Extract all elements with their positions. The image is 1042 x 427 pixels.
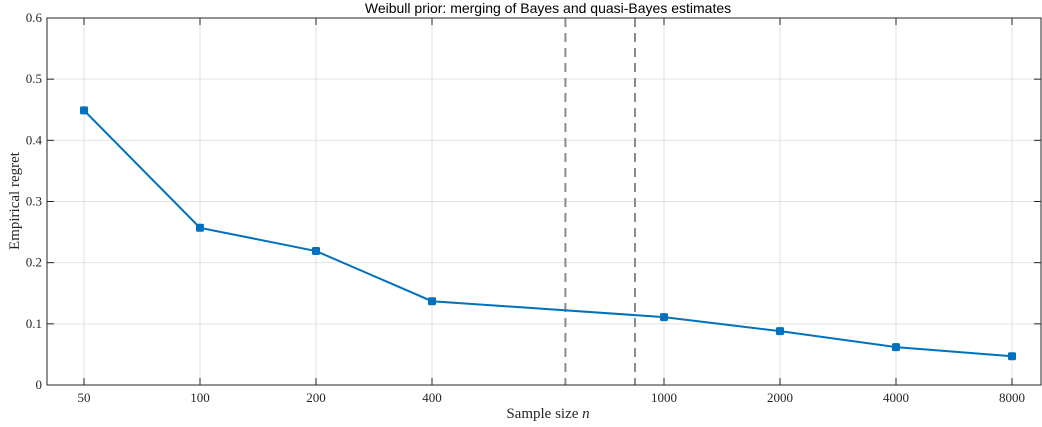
x-axis-label-var: n (582, 406, 590, 422)
x-axis-label-text: Sample size (506, 406, 582, 422)
y-tick-label: 0.1 (26, 316, 42, 331)
x-tick-label: 100 (190, 390, 210, 405)
series-line (83, 109, 1013, 358)
data-point-marker (892, 343, 900, 352)
x-tick-label: 400 (422, 390, 442, 405)
y-tick-label: 0.3 (26, 194, 42, 209)
vertical-dashed-lines (564, 18, 636, 385)
x-tick-label: 4000 (883, 390, 909, 405)
grid (47, 17, 1041, 386)
x-tick-label: 200 (306, 390, 326, 405)
x-tick-label: 50 (78, 390, 91, 405)
data-point-marker (660, 313, 668, 322)
data-point-marker (1008, 352, 1016, 361)
data-point-marker (312, 247, 320, 256)
y-tick-label: 0 (36, 377, 43, 392)
data-point-marker (428, 297, 436, 306)
y-axis-label: Empirical regret (7, 151, 23, 250)
x-axis-ticks: 50 100 200 400 1000 2000 4000 8000 (78, 18, 1025, 405)
x-tick-label: 2000 (767, 390, 793, 405)
y-tick-label: 0.5 (26, 71, 42, 86)
y-tick-label: 0.6 (26, 10, 43, 25)
y-tick-label: 0.2 (26, 255, 42, 270)
y-tick-label: 0.4 (26, 132, 43, 147)
x-tick-label: 1000 (651, 390, 677, 405)
x-tick-label: 8000 (999, 390, 1025, 405)
y-axis-ticks: 0 0.1 0.2 0.3 0.4 0.5 0.6 (26, 10, 1041, 392)
data-point-marker (196, 223, 204, 232)
data-point-marker (776, 327, 784, 336)
data-series (80, 106, 1016, 361)
data-point-marker (80, 106, 88, 115)
x-axis-label: Sample size n (506, 406, 589, 422)
chart-title: Weibull prior: merging of Bayes and quas… (365, 0, 731, 16)
